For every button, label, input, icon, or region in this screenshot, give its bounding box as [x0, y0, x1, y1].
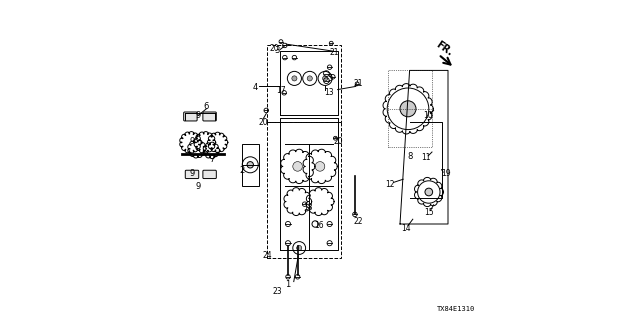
Circle shape [292, 162, 303, 171]
Text: 18: 18 [303, 203, 312, 212]
Text: 4: 4 [253, 83, 258, 92]
Text: 22: 22 [354, 217, 363, 226]
Circle shape [307, 76, 312, 81]
FancyBboxPatch shape [184, 112, 197, 121]
Text: 15: 15 [424, 208, 434, 217]
Bar [268, 122, 341, 258]
Circle shape [323, 76, 328, 81]
Text: 23: 23 [273, 287, 283, 296]
FancyBboxPatch shape [203, 112, 216, 121]
Text: 21: 21 [330, 48, 339, 57]
Text: 5: 5 [327, 74, 332, 83]
Circle shape [247, 162, 253, 168]
Circle shape [400, 101, 416, 117]
Text: 3: 3 [274, 46, 280, 55]
Text: 11: 11 [421, 153, 431, 162]
Text: 20: 20 [333, 137, 343, 146]
Text: 10: 10 [423, 111, 433, 120]
Text: 17: 17 [276, 86, 286, 95]
FancyBboxPatch shape [186, 170, 198, 179]
Text: 21: 21 [354, 79, 363, 88]
Circle shape [297, 245, 302, 251]
Text: 8: 8 [407, 152, 412, 161]
Text: 7: 7 [209, 155, 215, 164]
Text: 14: 14 [401, 224, 411, 233]
Text: FR.: FR. [435, 39, 455, 58]
Text: 20: 20 [258, 118, 268, 127]
Text: 9: 9 [189, 169, 195, 178]
Text: 9: 9 [195, 182, 200, 191]
Bar [268, 45, 341, 122]
Text: TX84E1310: TX84E1310 [437, 306, 475, 312]
Text: 13: 13 [324, 88, 334, 97]
Text: 16: 16 [314, 221, 324, 230]
Text: 9: 9 [189, 137, 195, 146]
Circle shape [292, 76, 297, 81]
Circle shape [315, 162, 325, 171]
FancyBboxPatch shape [203, 170, 216, 179]
Text: 12: 12 [386, 180, 395, 189]
Text: 20: 20 [269, 44, 279, 52]
Text: 9: 9 [195, 111, 200, 120]
Text: 1: 1 [285, 280, 291, 289]
Circle shape [425, 188, 433, 196]
Text: 6: 6 [204, 102, 209, 111]
Text: 24: 24 [262, 251, 272, 260]
Text: 19: 19 [441, 169, 451, 178]
Text: 2: 2 [239, 166, 244, 175]
